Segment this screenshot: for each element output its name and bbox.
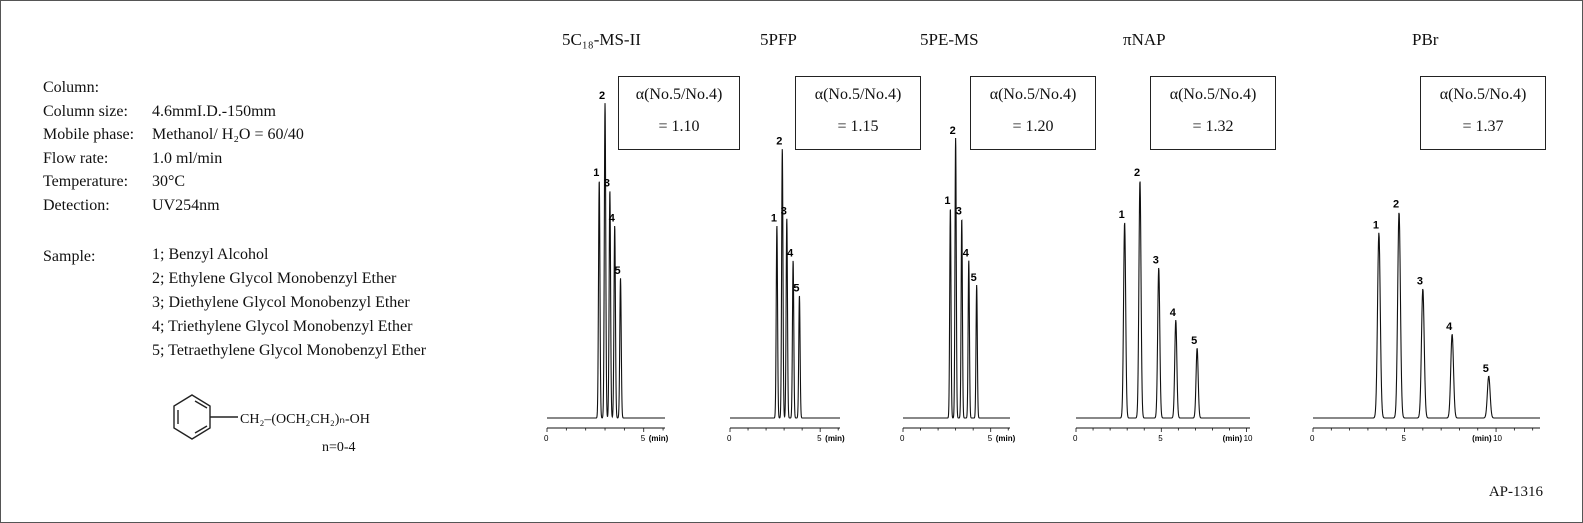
peak-label: 5 [1483, 363, 1489, 375]
condition-label: Mobile phase: [43, 126, 135, 143]
x-tick-label: 0 [1310, 434, 1315, 443]
peak-label: 1 [1119, 209, 1125, 221]
chart-title: PBr [1412, 30, 1439, 49]
x-tick-label: 5 [1158, 434, 1163, 443]
peak-label: 1 [1373, 220, 1379, 232]
peak-label: 4 [787, 248, 794, 260]
alpha-value: = 1.20 [1012, 118, 1054, 135]
sample-item: 4; Triethylene Glycol Monobenzyl Ether [152, 318, 413, 335]
peak-label: 4 [963, 248, 970, 260]
peak-label: 1 [771, 213, 777, 225]
peak-label: 1 [593, 167, 599, 179]
x-axis-unit: (min) [1223, 434, 1243, 443]
peak-label: 5 [615, 265, 621, 277]
x-axis-unit: (min) [1472, 434, 1492, 443]
chart-title: 5PE-MS [920, 30, 979, 49]
alpha-value: = 1.15 [837, 118, 879, 135]
condition-value: 30°C [152, 173, 186, 190]
chart-title: 5C₁₈-MS-II [562, 30, 641, 49]
chromatogram-trace [1313, 212, 1540, 419]
alpha-label: α(No.5/No.4) [1439, 86, 1527, 103]
condition-label: Flow rate: [43, 149, 109, 167]
alpha-value: = 1.10 [658, 118, 700, 135]
alpha-label: α(No.5/No.4) [1169, 86, 1257, 103]
peak-label: 1 [944, 195, 950, 207]
peak-label: 2 [1393, 199, 1399, 211]
peak-label: 4 [609, 213, 616, 225]
x-axis-unit: (min) [825, 434, 845, 443]
alpha-box: α(No.5/No.4) = 1.15 [795, 76, 921, 150]
x-tick-label: 5 [817, 434, 822, 443]
sample-item: 5; Tetraethylene Glycol Monobenzyl Ether [152, 342, 427, 359]
structure-note: n=0-4 [322, 440, 356, 455]
x-tick-label: 10 [1493, 434, 1502, 443]
footer-code: AP-1316 [1488, 484, 1543, 500]
chromatogram-trace [547, 103, 665, 419]
chromatogram-trace [903, 138, 1010, 419]
alpha-box: α(No.5/No.4) = 1.10 [618, 76, 740, 150]
condition-label: Column size: [43, 102, 128, 120]
chart-title: 5PFP [760, 30, 797, 49]
peak-label: 3 [604, 178, 610, 190]
condition-label: Column: [43, 79, 100, 96]
sample-item: 1; Benzyl Alcohol [152, 246, 269, 263]
chromatogram-trace [730, 149, 840, 419]
alpha-label: α(No.5/No.4) [635, 86, 723, 103]
peak-label: 3 [1417, 276, 1423, 288]
x-tick-label: 10 [1244, 434, 1253, 443]
condition-value: 1.0 ml/min [152, 149, 223, 167]
condition-value: 4.6mmI.D.-150mm [152, 102, 276, 120]
x-tick-label: 0 [727, 434, 732, 443]
alpha-box: α(No.5/No.4) = 1.32 [1150, 76, 1276, 150]
sample-item: 2; Ethylene Glycol Monobenzyl Ether [152, 270, 397, 287]
peak-label: 4 [1446, 321, 1453, 333]
peak-label: 5 [793, 283, 799, 295]
x-tick-label: 5 [641, 434, 646, 443]
peak-label: 3 [781, 206, 787, 218]
alpha-label: α(No.5/No.4) [989, 86, 1077, 103]
alpha-box: α(No.5/No.4) = 1.20 [970, 76, 1096, 150]
x-tick-label: 5 [1402, 434, 1407, 443]
peak-label: 5 [971, 272, 977, 284]
x-axis-unit: (min) [649, 434, 669, 443]
x-tick-label: 0 [900, 434, 905, 443]
alpha-label: α(No.5/No.4) [814, 86, 902, 103]
condition-value: UV254nm [152, 196, 220, 214]
condition-label: Temperature: [43, 173, 129, 190]
sample-label: Sample: [43, 248, 96, 265]
x-tick-label: 0 [544, 434, 549, 443]
x-tick-label: 5 [988, 434, 993, 443]
peak-label: 2 [1134, 167, 1140, 179]
x-tick-label: 0 [1073, 434, 1078, 443]
benzene-ring-icon [173, 394, 238, 440]
peak-label: 5 [1191, 335, 1197, 347]
peak-label: 2 [950, 125, 956, 137]
peak-label: 2 [599, 90, 605, 102]
sample-item: 3; Diethylene Glycol Monobenzyl Ether [152, 294, 410, 311]
alpha-value: = 1.32 [1192, 118, 1234, 135]
condition-label: Detection: [43, 196, 110, 214]
peak-label: 2 [776, 136, 782, 148]
peak-label: 3 [1153, 255, 1159, 267]
structure-formula: CH₂–(OCH₂CH₂)ₙ-OH [240, 412, 370, 427]
alpha-value: = 1.37 [1462, 118, 1504, 135]
chart-title: πNAP [1123, 30, 1166, 49]
condition-value: Methanol/ H₂O = 60/40 [152, 126, 304, 143]
peak-label: 4 [1170, 307, 1177, 319]
peak-label: 3 [956, 206, 962, 218]
x-axis-unit: (min) [996, 434, 1016, 443]
chromatogram-trace [1076, 181, 1250, 419]
alpha-box: α(No.5/No.4) = 1.37 [1420, 76, 1546, 150]
